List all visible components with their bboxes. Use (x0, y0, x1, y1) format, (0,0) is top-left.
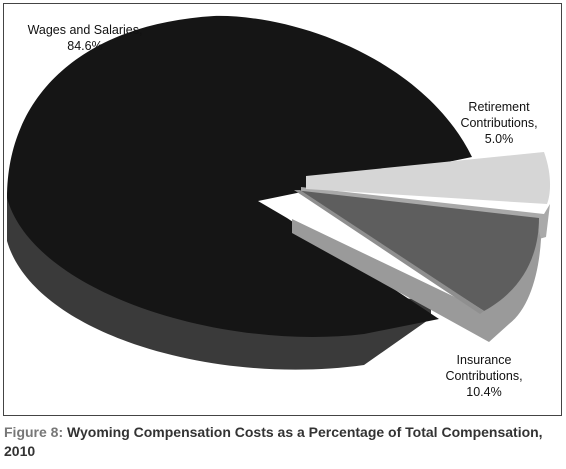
slice-label-retirement: Retirement Contributions, 5.0% (424, 99, 566, 147)
slice-label-wages: Wages and Salaries, 84.6% (10, 22, 160, 54)
pie-slice-wages (7, 15, 472, 370)
pie-slice-insurance (292, 190, 541, 342)
slice-label-wages-line1: Wages and Salaries, (27, 23, 143, 37)
pie-slice-insurance-edge (294, 190, 484, 314)
figure-number: Figure 8: (4, 424, 64, 440)
pie-slice-retirement-top (306, 152, 551, 204)
slice-label-insurance: Insurance Contributions, 10.4% (424, 352, 544, 400)
slice-label-insurance-line1: Insurance (456, 353, 512, 367)
slice-label-insurance-line2: Contributions, (445, 369, 523, 383)
pie-chart (7, 15, 551, 370)
slice-label-retirement-line1: Retirement (468, 100, 530, 114)
pie-slice-wages-top (7, 15, 472, 337)
slice-label-insurance-value: 10.4% (466, 385, 502, 399)
pie-slice-insurance-top (294, 190, 539, 311)
figure-caption: Figure 8: Wyoming Compensation Costs as … (4, 423, 564, 461)
slice-label-retirement-line2: Contributions, (460, 116, 538, 130)
chart-frame: Wages and Salaries, 84.6% Retirement Con… (3, 3, 562, 416)
figure-title: Wyoming Compensation Costs as a Percenta… (4, 424, 543, 459)
slice-label-retirement-value: 5.0% (484, 132, 514, 146)
slice-label-wages-value: 84.6% (67, 39, 103, 53)
